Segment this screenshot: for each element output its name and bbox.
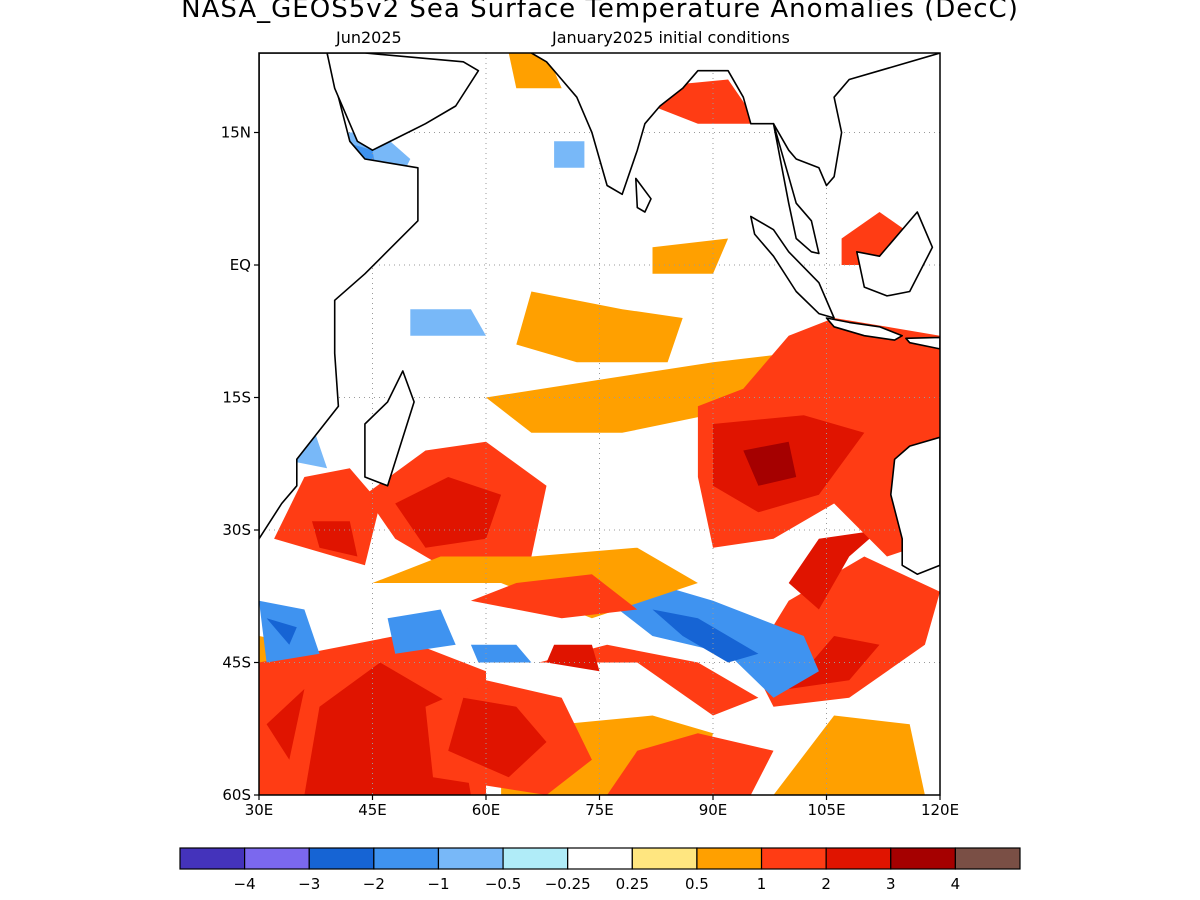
australia-land: [889, 436, 940, 576]
colorbar-label: −1: [427, 875, 449, 893]
colorbar-label: −2: [363, 875, 385, 893]
madagascar-land: [364, 370, 415, 487]
lat-tick-label: 30S: [222, 521, 251, 539]
colorbar-label: 2: [821, 875, 831, 893]
anomaly-region-29: [743, 441, 797, 486]
colorbar-swatch: [890, 847, 956, 870]
lon-tick-label: 105E: [807, 801, 845, 819]
subtitle-left: Jun2025: [336, 28, 402, 47]
colorbar-swatch: [308, 847, 375, 870]
anomaly-region-12: [788, 530, 880, 610]
arabia-land: [326, 53, 480, 151]
anomaly-region-15: [652, 609, 759, 663]
anomaly-region-8: [546, 644, 600, 672]
colorbar-label: 3: [886, 875, 896, 893]
sri-lanka-land: [634, 177, 652, 213]
colorbar-swatch: [825, 847, 892, 870]
axis-ticks: 30E 45E 60E 75E 90E 105E 120E 15N EQ 15S 30S 45S 60S: [221, 124, 959, 820]
page-title: NASA_GEOS5v2 Sea Surface Temperature Ano…: [181, 0, 1019, 24]
sumatra-land: [749, 215, 835, 319]
lon-tick-label: 90E: [699, 801, 728, 819]
colorbar-label: −3: [298, 875, 320, 893]
colorbar-label: −0.25: [545, 875, 591, 893]
lat-tick-label: 15S: [222, 389, 251, 407]
anomaly-region-25: [470, 574, 638, 619]
colorbar-swatch: [373, 847, 440, 870]
anomaly-region-2: [304, 662, 471, 795]
lat-tick-label: 15N: [221, 124, 251, 142]
lon-tick-label: 30E: [245, 801, 274, 819]
colorbar-label: 0.25: [616, 875, 649, 893]
anomaly-region-17: [266, 618, 297, 645]
anomaly-region-13: [773, 715, 925, 795]
anomaly-region-9: [607, 733, 774, 795]
colorbar-swatch: [760, 847, 827, 870]
lon-tick-label: 45E: [358, 801, 387, 819]
colorbar-label: 0.5: [685, 875, 709, 893]
colorbar-swatch: [244, 847, 310, 870]
anomaly-region-3: [266, 689, 305, 760]
colorbar-swatch: [954, 847, 1021, 870]
anomaly-region-30: [516, 291, 683, 363]
lat-tick-label: 45S: [222, 654, 251, 672]
anomaly-region-37: [410, 309, 486, 336]
colorbar-swatch: [696, 847, 763, 870]
anomaly-region-21: [312, 521, 358, 557]
lat-tick-label: 60S: [222, 786, 251, 804]
colorbar: −4 −3 −2 −1 −0.5 −0.25 0.25 0.5 1 2 3 4: [179, 847, 1021, 893]
land-layer: [259, 53, 940, 576]
colorbar-swatch: [502, 847, 569, 870]
india-land: [530, 53, 940, 196]
colorbar-swatch: [179, 847, 246, 870]
colorbar-swatch: [631, 847, 698, 870]
java-land: [825, 317, 904, 341]
lon-tick-label: 120E: [921, 801, 959, 819]
colorbar-swatch: [567, 847, 633, 870]
anomaly-region-31: [652, 238, 729, 274]
anomaly-region-19: [470, 644, 532, 663]
lon-tick-label: 75E: [585, 801, 614, 819]
colorbar-label: 1: [757, 875, 767, 893]
colorbar-label: −0.5: [485, 875, 521, 893]
borneo-land: [855, 211, 934, 297]
lat-tick-label: EQ: [230, 256, 251, 274]
africa-land: [259, 53, 419, 540]
colorbar-label: −4: [234, 875, 256, 893]
colorbar-label: 4: [951, 875, 961, 893]
anomaly-region-18: [387, 609, 456, 654]
anomaly-region-38: [554, 141, 585, 168]
lon-tick-label: 60E: [472, 801, 501, 819]
lesser-sunda-land: [905, 336, 940, 350]
subtitle-right: January2025 initial conditions: [552, 28, 790, 47]
malay-land: [772, 122, 820, 255]
anomaly-region-6: [448, 697, 547, 778]
colorbar-swatch: [437, 847, 504, 870]
